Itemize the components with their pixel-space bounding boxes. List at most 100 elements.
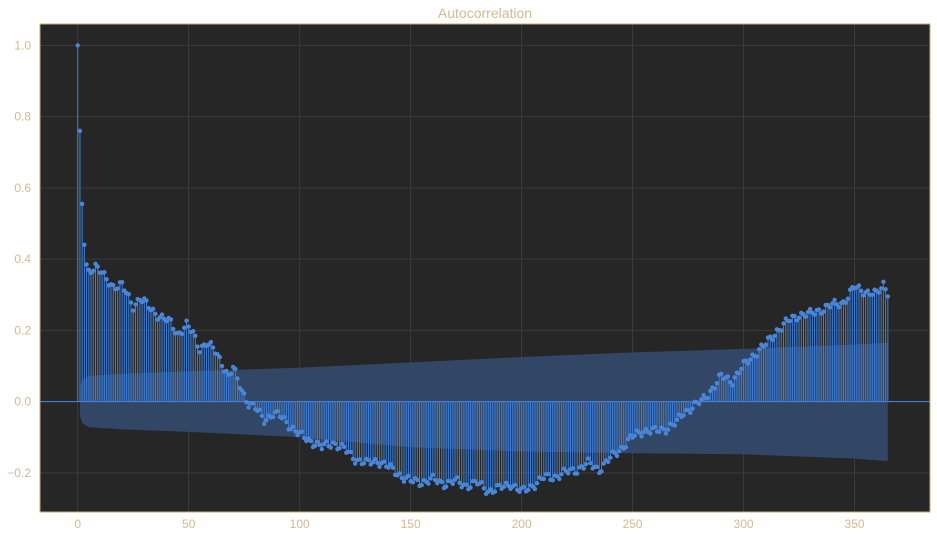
y-tick-label: 0.4	[14, 252, 31, 266]
acf-point	[739, 366, 744, 372]
y-tick-label: 1.0	[14, 38, 31, 52]
acf-point	[503, 480, 509, 486]
acf-point	[827, 305, 833, 310]
acf-point	[439, 479, 444, 485]
acf-point	[586, 456, 591, 461]
acf-point	[190, 328, 196, 334]
y-tick-label: −0.2	[7, 466, 31, 480]
acf-point	[546, 471, 551, 477]
acf-point	[261, 421, 267, 426]
y-tick-label: 0.8	[14, 110, 31, 124]
acf-point	[836, 304, 842, 310]
acf-point	[534, 481, 540, 486]
acf-point	[517, 489, 522, 494]
acf-point	[719, 371, 724, 376]
acf-point	[153, 311, 158, 317]
acf-point	[550, 477, 555, 483]
acf-point	[139, 299, 145, 305]
acf-point	[401, 479, 407, 484]
acf-point	[637, 430, 642, 435]
acf-point	[488, 487, 493, 492]
acf-point	[712, 386, 717, 391]
acf-point	[601, 461, 606, 466]
acf-point	[366, 457, 371, 463]
acf-point	[581, 466, 586, 471]
acf-point	[388, 462, 393, 467]
acf-point	[119, 279, 125, 285]
acf-point	[614, 453, 620, 459]
acf-point	[861, 293, 866, 298]
acf-point	[115, 286, 120, 291]
acf-point	[210, 345, 216, 350]
acf-point	[290, 424, 296, 429]
acf-point	[648, 431, 653, 436]
acf-point	[885, 294, 891, 299]
acf-point	[457, 480, 462, 486]
acf-point	[244, 399, 249, 405]
acf-point	[708, 388, 713, 394]
acf-point	[324, 439, 329, 444]
acf-point	[728, 379, 733, 385]
acf-point	[168, 317, 174, 322]
acf-point	[193, 333, 198, 338]
acf-point	[450, 481, 456, 486]
acf-point	[332, 441, 338, 447]
acf-point	[126, 291, 131, 297]
acf-point	[170, 326, 176, 332]
acf-point	[308, 438, 313, 444]
acf-point	[128, 300, 134, 305]
acf-point	[328, 445, 333, 450]
acf-point	[468, 485, 473, 490]
chart-title: Autocorrelation	[438, 5, 532, 21]
acf-point	[588, 460, 593, 466]
acf-point	[164, 319, 169, 324]
acf-point	[865, 288, 871, 293]
stem-markers	[75, 43, 891, 497]
acf-point	[79, 201, 85, 207]
acf-point	[781, 321, 786, 326]
acf-point	[745, 361, 751, 366]
acf-point	[264, 417, 269, 423]
stem-lines	[77, 45, 889, 494]
acf-point	[399, 475, 404, 481]
acf-point	[501, 484, 507, 489]
plot-frame	[39, 23, 931, 513]
acf-point	[228, 371, 234, 377]
acf-point	[377, 464, 382, 470]
acf-point	[430, 472, 436, 477]
acf-point	[179, 331, 185, 337]
acf-point	[259, 413, 265, 419]
acf-point	[521, 484, 527, 490]
x-tick-label: 200	[512, 517, 532, 531]
acf-point	[361, 461, 367, 466]
acf-point	[566, 471, 571, 476]
acf-point	[397, 471, 402, 476]
acf-point	[186, 324, 191, 329]
acf-point	[754, 354, 760, 359]
acf-point	[82, 242, 87, 248]
acf-point	[657, 429, 662, 434]
x-tick-label: 300	[734, 517, 754, 531]
acf-point	[748, 357, 753, 362]
acf-point	[674, 417, 680, 422]
x-tick-label: 250	[623, 517, 643, 531]
acf-point	[812, 312, 817, 317]
y-tick-label: 0.6	[14, 181, 31, 195]
acf-point	[481, 486, 487, 491]
acf-point	[699, 397, 704, 402]
acf-point	[641, 430, 646, 435]
acf-point	[594, 464, 600, 470]
acf-point	[197, 350, 203, 355]
acf-point	[845, 296, 851, 301]
acf-point	[257, 407, 262, 413]
acf-point	[736, 371, 742, 376]
acf-point	[86, 267, 92, 272]
acf-point	[701, 392, 706, 398]
acf-point	[787, 318, 793, 324]
acf-point	[643, 426, 649, 432]
acf-point	[208, 339, 214, 345]
acf-point	[663, 431, 669, 436]
acf-point	[319, 446, 325, 452]
x-tick-label: 0	[74, 517, 81, 531]
acf-point	[559, 471, 564, 477]
